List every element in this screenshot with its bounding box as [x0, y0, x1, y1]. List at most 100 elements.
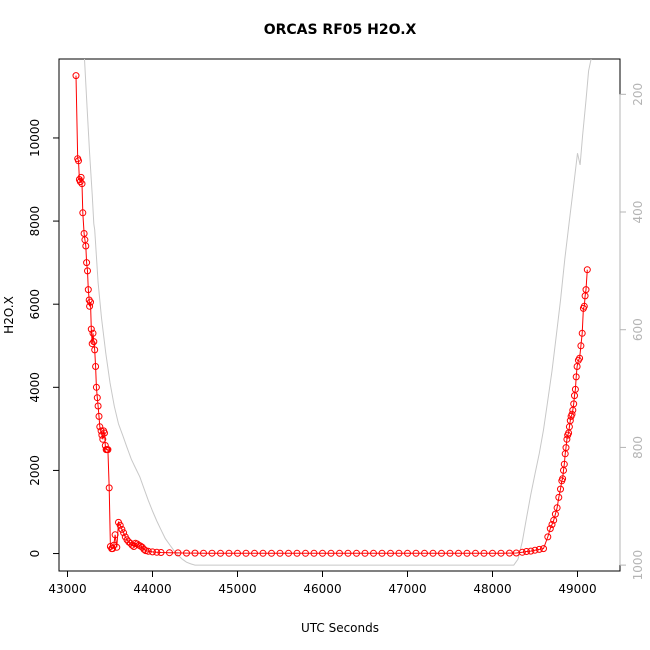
data-point [387, 549, 394, 557]
data-point [302, 549, 309, 557]
data-point [104, 446, 112, 454]
data-point [208, 549, 216, 557]
data-point [571, 385, 579, 393]
data-point [96, 423, 104, 431]
data-point [361, 549, 369, 557]
data-point [93, 394, 101, 402]
data-point [336, 549, 343, 557]
data-point [234, 549, 241, 557]
data-point [489, 549, 496, 557]
data-point [344, 549, 352, 557]
data-point [582, 286, 590, 294]
data-point [86, 302, 94, 310]
data-point [559, 475, 567, 483]
data-point [578, 329, 586, 337]
secondary-y-axis: 200 400 600 800 1000 [619, 83, 645, 581]
data-point [120, 529, 128, 537]
data-point [95, 412, 103, 420]
data-point [421, 549, 428, 557]
data-point [319, 549, 326, 557]
data-point [327, 549, 335, 557]
y-tick-label: 8000 [28, 206, 42, 237]
data-point [113, 543, 121, 551]
data-point [128, 541, 136, 549]
data-point [259, 549, 267, 557]
data-point [84, 286, 92, 294]
data-point [429, 549, 437, 557]
data-point [251, 549, 258, 557]
data-point [518, 548, 526, 556]
data-point [89, 329, 97, 337]
data-point [200, 549, 207, 557]
data-point [268, 549, 275, 557]
secondary-series-line [84, 59, 592, 566]
data-point [133, 540, 141, 548]
data-point [285, 549, 292, 557]
data-point [191, 549, 199, 557]
y-tick-label: 10000 [28, 119, 42, 157]
data-point [583, 266, 591, 274]
data-point [310, 549, 318, 557]
data-point [563, 435, 571, 443]
x-tick-label: 44000 [133, 582, 171, 596]
data-point [84, 267, 91, 275]
data-point [568, 410, 576, 418]
y2-tick-label: 800 [631, 436, 645, 459]
y-tick-label: 4000 [28, 372, 42, 403]
x-tick-label: 45000 [218, 582, 256, 596]
data-point [577, 342, 585, 350]
data-point [166, 549, 173, 557]
y2-tick-label: 1000 [631, 550, 645, 581]
data-point [293, 549, 301, 557]
x-axis: 43000 44000 45000 46000 47000 48000 49000 [48, 570, 597, 596]
data-point [140, 545, 148, 553]
data-point [562, 444, 570, 452]
data-point [463, 549, 471, 557]
data-point [217, 549, 224, 557]
data-point [540, 545, 547, 553]
data-point [404, 549, 411, 557]
data-point [548, 521, 556, 528]
x-axis-label: UTC Seconds [301, 621, 379, 635]
data-point [109, 545, 117, 553]
x-tick-label: 46000 [303, 582, 341, 596]
data-point [555, 493, 563, 501]
x-tick-label: 49000 [558, 582, 596, 596]
data-point [75, 157, 82, 165]
data-point [90, 338, 98, 346]
data-point [79, 209, 87, 217]
y-axis: 0 2000 4000 6000 8000 10000 [28, 119, 60, 557]
plot-frame [58, 58, 621, 572]
data-point [472, 549, 479, 557]
data-point [560, 460, 568, 468]
data-point [149, 548, 156, 556]
data-point [395, 549, 403, 557]
data-point [157, 549, 165, 556]
y2-tick-label: 600 [631, 318, 645, 341]
data-point [557, 485, 564, 493]
data-point [546, 525, 554, 533]
data-point [446, 549, 454, 557]
data-point [72, 72, 80, 80]
data-point [92, 363, 100, 370]
data-point [92, 383, 100, 391]
data-point [480, 549, 488, 557]
data-point [580, 302, 588, 310]
y-tick-label: 6000 [28, 289, 42, 320]
data-point [153, 548, 161, 556]
data-point [225, 549, 233, 557]
data-point [82, 242, 90, 250]
y2-tick-label: 200 [631, 83, 645, 106]
data-point [455, 549, 462, 557]
data-point [183, 549, 190, 557]
data-point [118, 525, 126, 533]
data-point [242, 549, 250, 557]
h2o-series-points [72, 72, 591, 557]
data-point [101, 429, 108, 437]
data-point [88, 340, 96, 348]
data-point [91, 346, 99, 354]
data-point [550, 516, 558, 524]
x-tick-label: 47000 [388, 582, 426, 596]
data-point [523, 548, 530, 555]
